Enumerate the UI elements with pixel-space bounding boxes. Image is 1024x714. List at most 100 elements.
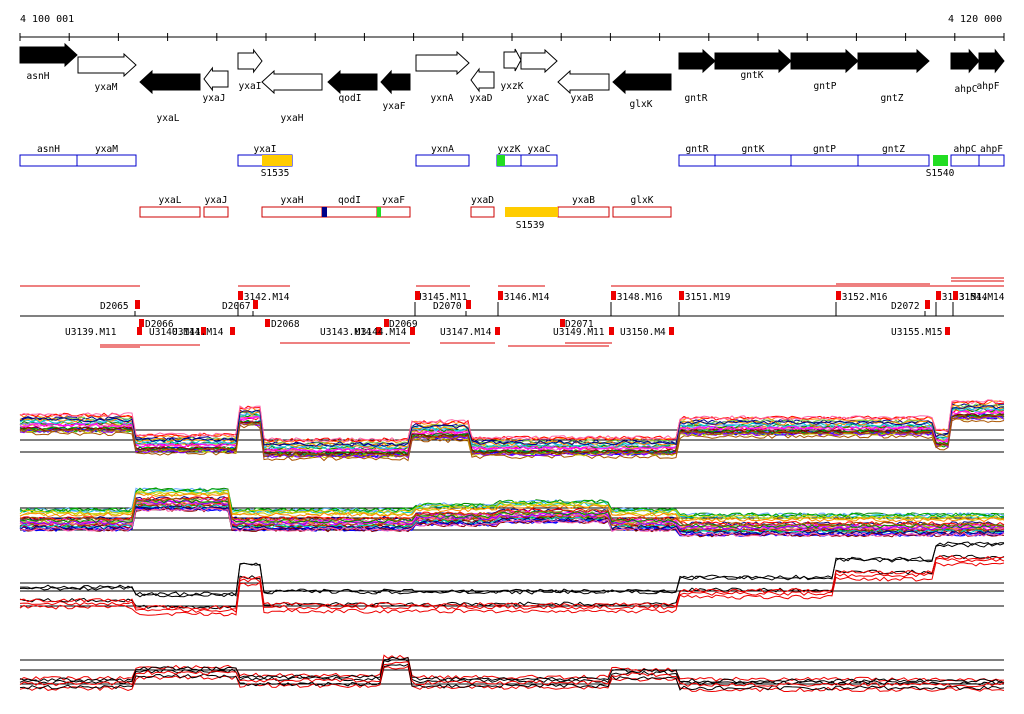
profile-line xyxy=(19,507,1005,538)
profile-line xyxy=(19,409,1005,454)
segment-marker-U3147.M14 xyxy=(495,327,500,335)
segment-lower-D2068: D2068 xyxy=(271,319,300,330)
gene-arrow-gntK[interactable] xyxy=(714,48,792,74)
segment-marker-D2068 xyxy=(265,319,270,327)
segment-lower-U3149.M11: U3149.M11 xyxy=(553,327,605,338)
gene-arrow-ahpC[interactable] xyxy=(950,48,980,74)
gene-arrow-ahpF[interactable] xyxy=(978,48,1005,74)
gene-arrow-yxaJ[interactable] xyxy=(203,66,229,92)
forward-box-gntK[interactable] xyxy=(714,154,792,167)
gene-arrow-yxaF[interactable] xyxy=(380,69,411,95)
forward-box-label-gntZ: gntZ xyxy=(882,144,905,155)
forward-box-gntP[interactable] xyxy=(790,154,859,167)
forward-box-label-yxzK: yxzK xyxy=(498,144,521,155)
forward-box-gntR[interactable] xyxy=(678,154,716,167)
segment-upper-U3142.M14: U3142.M14 xyxy=(238,292,290,303)
reverse-box-label-yxaJ: yxaJ xyxy=(205,195,228,206)
segment-upper-U3145.M11: U3145.M11 xyxy=(416,292,468,303)
highlight-S1539[interactable] xyxy=(505,207,558,217)
segment-lower-U3140.M14: U3140.M14 xyxy=(149,327,201,338)
reverse-box-qodI[interactable] xyxy=(321,206,378,218)
forward-box-ahpF[interactable] xyxy=(978,154,1005,167)
segment-marker-U3144.M14 xyxy=(410,327,415,335)
gene-label-asnH: asnH xyxy=(27,71,50,82)
segment-lower-U3141.M14: U3141.M14 xyxy=(172,327,224,338)
gene-arrow-yxaM[interactable] xyxy=(77,52,137,78)
profile-line xyxy=(19,554,1005,610)
segment-lower-D2066: D2066 xyxy=(145,319,174,330)
gene-label-yxzK: yxzK xyxy=(501,81,524,92)
reverse-box-label-qodI: qodI xyxy=(338,195,361,206)
segment-marker-U3152.M16 xyxy=(836,291,841,300)
ruler-start-label: 4 100 001 xyxy=(20,14,74,25)
segment-marker-D2072 xyxy=(925,300,930,309)
segment-lower-U3143.M14: U3143.M14 xyxy=(320,327,372,338)
gene-arrow-yxaB[interactable] xyxy=(557,69,610,95)
reverse-box-yxaF[interactable] xyxy=(376,206,411,218)
profile-line xyxy=(19,405,1005,447)
gene-arrow-yxaI[interactable] xyxy=(237,48,263,74)
profile-line xyxy=(19,492,1005,523)
forward-box-label-ahpC: ahpC xyxy=(954,144,977,155)
highlight-green-yxzK xyxy=(497,155,505,166)
gene-arrow-gntP[interactable] xyxy=(790,48,859,74)
forward-box-label-yxaM: yxaM xyxy=(95,144,118,155)
reverse-box-yxaB[interactable] xyxy=(557,206,610,218)
gene-arrow-asnH[interactable] xyxy=(19,42,78,68)
segment-lower-U3139.M11: U3139.M11 xyxy=(65,327,117,338)
profile-line xyxy=(19,495,1005,527)
forward-box-label-ahpF: ahpF xyxy=(980,144,1003,155)
gene-arrow-yxaC[interactable] xyxy=(520,48,558,74)
profile-line xyxy=(19,554,1005,611)
forward-box-ahpC[interactable] xyxy=(950,154,980,167)
gene-arrow-yxaH[interactable] xyxy=(261,69,323,95)
gene-arrow-qodI[interactable] xyxy=(327,69,378,95)
highlight-S1540[interactable] xyxy=(933,155,948,166)
reverse-box-glxK[interactable] xyxy=(612,206,672,218)
forward-box-label-asnH: asnH xyxy=(37,144,60,155)
gene-label-qodI: qodI xyxy=(339,93,362,104)
profile-line xyxy=(19,496,1005,527)
forward-box-asnH[interactable] xyxy=(19,154,78,167)
highlight-S1535[interactable] xyxy=(262,155,292,166)
segment-marker-D2067 xyxy=(253,300,258,309)
segment-marker-U3149.M11 xyxy=(609,327,614,335)
segment-marker-D2069 xyxy=(384,319,389,327)
profile-line xyxy=(19,500,1005,531)
gene-arrow-yxnA[interactable] xyxy=(415,50,470,76)
gene-label-glxK: glxK xyxy=(630,99,653,110)
highlight-label-S1535: S1535 xyxy=(261,168,290,179)
forward-box-label-yxaI: yxaI xyxy=(254,144,277,155)
forward-box-label-gntK: gntK xyxy=(742,144,765,155)
forward-box-yxaM[interactable] xyxy=(76,154,137,167)
reverse-strand-box-track: yxaL yxaJ yxaH qodI yxaF yxaD yxaB glxK S1539 xyxy=(139,195,672,231)
gene-arrow-gntZ[interactable] xyxy=(857,48,930,74)
reverse-box-yxaD[interactable] xyxy=(470,206,495,218)
reverse-box-label-yxaD: yxaD xyxy=(471,195,494,206)
forward-box-yxaC[interactable] xyxy=(520,154,558,167)
gene-arrow-yxzK[interactable] xyxy=(503,48,522,72)
segment-lower-U3150.M4: U3150.M4 xyxy=(620,327,666,338)
coordinate-ruler: 4 100 001 4 120 000 xyxy=(19,14,1005,41)
profile-line xyxy=(19,489,1005,520)
forward-box-yxnA[interactable] xyxy=(415,154,470,167)
reverse-box-label-yxaL: yxaL xyxy=(159,195,182,206)
reverse-box-yxaJ[interactable] xyxy=(203,206,229,218)
gene-label-gntZ: gntZ xyxy=(881,93,904,104)
reverse-box-yxaH[interactable] xyxy=(261,206,323,218)
gene-arrow-yxaL[interactable] xyxy=(139,69,201,95)
profile-line xyxy=(19,663,1005,691)
profile-line xyxy=(19,498,1005,529)
profile-line xyxy=(19,541,1004,597)
profile-line xyxy=(19,414,1005,458)
reverse-box-yxaL[interactable] xyxy=(139,206,201,218)
forward-box-gntZ[interactable] xyxy=(857,154,930,167)
segment-upper-U3146.M14: U3146.M14 xyxy=(498,292,550,303)
gene-arrow-glxK[interactable] xyxy=(612,69,672,95)
profile-line xyxy=(19,487,1005,518)
gene-arrow-yxaD[interactable] xyxy=(470,67,495,93)
segment-upper-U3152.M16: U3152.M16 xyxy=(836,292,888,303)
gene-arrow-gntR[interactable] xyxy=(678,48,716,74)
segment-lower-D2071: D2071 xyxy=(565,319,594,330)
